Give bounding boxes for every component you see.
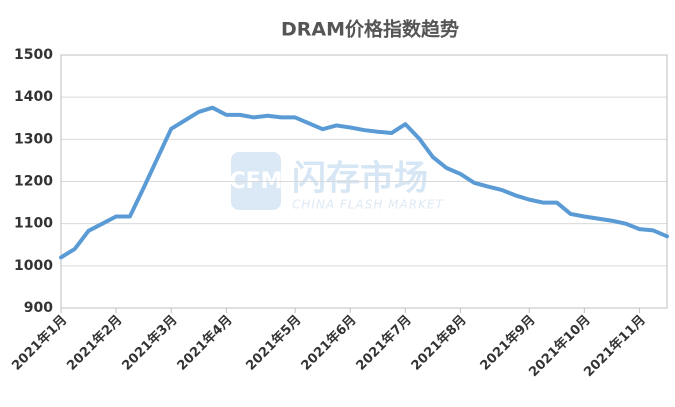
- watermark-subtitle: CHINA FLASH MARKET: [292, 198, 445, 212]
- y-tick-label: 1400: [14, 89, 53, 105]
- y-tick-label: 1500: [14, 47, 53, 63]
- y-tick-label: 1100: [14, 216, 53, 232]
- x-tick-label: 2021年1月: [9, 312, 71, 374]
- chart-title: DRAM价格指数趋势: [281, 18, 459, 41]
- y-tick-label: 1300: [14, 131, 53, 147]
- data-line: [59, 105, 669, 260]
- x-tick-label: 2021年8月: [408, 312, 470, 374]
- x-tick-label: 2021年5月: [243, 312, 305, 374]
- x-tick-label: 2021年6月: [298, 312, 360, 374]
- watermark: CFM 闪存市场 CHINA FLASH MARKET: [229, 152, 444, 212]
- y-tick-label: 900: [24, 300, 53, 316]
- plot-border: [60, 54, 668, 309]
- x-tick-label: 2021年7月: [353, 312, 415, 374]
- watermark-name: 闪存市场: [292, 159, 428, 199]
- x-tick-label: 2021年4月: [174, 312, 236, 374]
- y-tick-label: 1000: [14, 258, 53, 274]
- x-tick-label: 2021年3月: [119, 312, 181, 374]
- x-tick-label: 2021年2月: [64, 312, 126, 374]
- y-tick-label: 1200: [14, 174, 53, 190]
- x-tick-label: 2021年9月: [477, 312, 539, 374]
